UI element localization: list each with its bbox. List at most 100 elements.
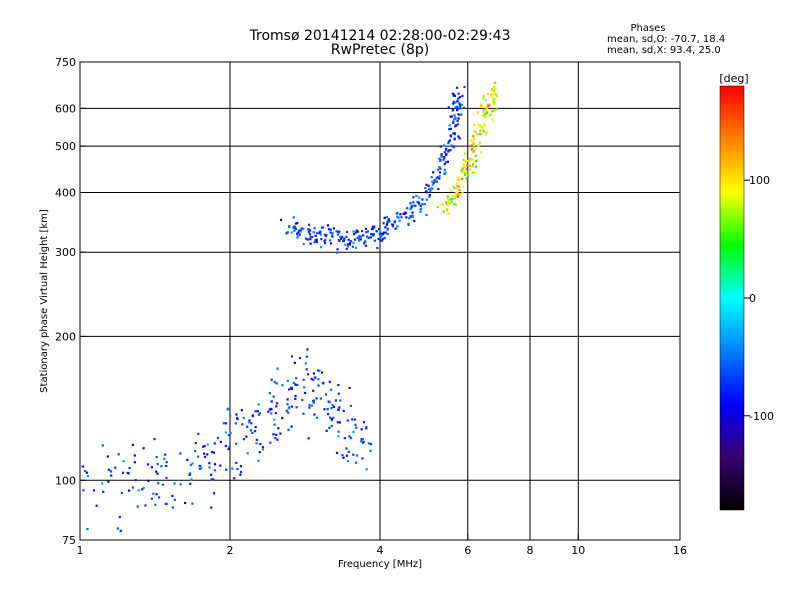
x-tick-label: 8 — [527, 544, 534, 557]
data-point — [235, 442, 238, 445]
data-point — [336, 248, 339, 251]
data-point — [154, 503, 157, 506]
data-point — [452, 100, 456, 103]
data-point — [492, 102, 495, 106]
data-point — [491, 110, 494, 113]
data-point — [472, 139, 475, 142]
data-point — [466, 159, 469, 162]
data-point — [453, 194, 456, 198]
data-point — [446, 196, 450, 199]
data-point — [363, 242, 366, 245]
data-point — [462, 158, 465, 162]
data-point — [336, 421, 339, 424]
data-point — [305, 355, 308, 358]
data-point — [316, 232, 319, 235]
data-point — [475, 159, 478, 162]
data-point — [327, 228, 331, 231]
data-point — [248, 421, 251, 424]
data-point — [457, 97, 460, 100]
data-point — [235, 413, 238, 416]
data-point — [436, 205, 439, 209]
data-point — [474, 171, 477, 175]
data-point — [320, 246, 323, 249]
data-point — [330, 424, 333, 428]
data-point — [491, 118, 494, 121]
data-point — [191, 502, 194, 505]
data-point — [437, 187, 440, 191]
data-point — [328, 400, 331, 404]
data-point — [387, 218, 391, 221]
data-point — [435, 177, 438, 180]
data-point — [133, 454, 136, 457]
data-point — [459, 107, 462, 110]
data-point — [308, 233, 312, 236]
data-point — [461, 167, 464, 170]
data-point — [472, 145, 476, 148]
data-point — [136, 505, 139, 508]
data-point — [255, 438, 258, 441]
data-point — [447, 140, 450, 143]
data-point — [197, 432, 200, 435]
data-point — [424, 186, 427, 190]
data-point — [296, 383, 299, 387]
data-point — [364, 227, 368, 230]
data-point — [330, 407, 333, 410]
data-point — [462, 169, 465, 172]
data-point — [339, 399, 342, 402]
data-point — [315, 238, 318, 241]
data-point — [331, 404, 334, 407]
data-point — [229, 414, 232, 417]
data-point — [468, 159, 471, 162]
data-point — [485, 111, 489, 114]
data-point — [332, 227, 335, 230]
data-point — [471, 149, 474, 152]
data-point — [121, 471, 125, 474]
data-point — [408, 217, 411, 220]
data-point — [435, 180, 438, 183]
data-point — [474, 165, 477, 168]
data-point — [472, 144, 476, 147]
data-point — [254, 410, 257, 413]
data-point — [355, 426, 358, 429]
data-point — [380, 233, 383, 237]
data-point — [173, 482, 176, 485]
data-point — [458, 102, 461, 105]
data-point — [458, 193, 461, 196]
data-point — [296, 221, 299, 225]
data-point — [144, 504, 147, 507]
data-point — [234, 422, 237, 425]
data-point — [171, 506, 174, 509]
data-point — [141, 488, 144, 491]
data-point — [450, 115, 453, 118]
data-point — [369, 236, 372, 239]
data-point — [491, 95, 494, 99]
x-tick-label: 16 — [673, 544, 687, 557]
data-point — [419, 207, 422, 211]
data-point — [314, 376, 317, 379]
data-point — [216, 436, 220, 440]
x-axis-label: Frequency [MHz] — [338, 559, 422, 570]
data-point — [448, 139, 451, 142]
data-point — [398, 219, 401, 222]
data-point — [227, 447, 230, 451]
data-point — [463, 85, 466, 89]
data-point — [478, 132, 481, 136]
data-point — [325, 429, 328, 432]
data-point — [287, 428, 290, 431]
data-point — [337, 392, 340, 395]
data-point — [412, 204, 415, 207]
data-point — [492, 93, 495, 96]
data-point — [307, 437, 310, 440]
data-point — [447, 106, 450, 109]
data-point — [292, 216, 295, 219]
data-point — [82, 489, 85, 492]
data-point — [323, 233, 327, 236]
data-point — [487, 104, 490, 107]
data-point — [460, 169, 463, 172]
data-point — [293, 225, 296, 228]
data-point — [304, 362, 307, 365]
data-point — [304, 391, 307, 395]
data-point — [433, 179, 436, 182]
data-point — [242, 438, 245, 441]
data-point — [336, 233, 340, 236]
